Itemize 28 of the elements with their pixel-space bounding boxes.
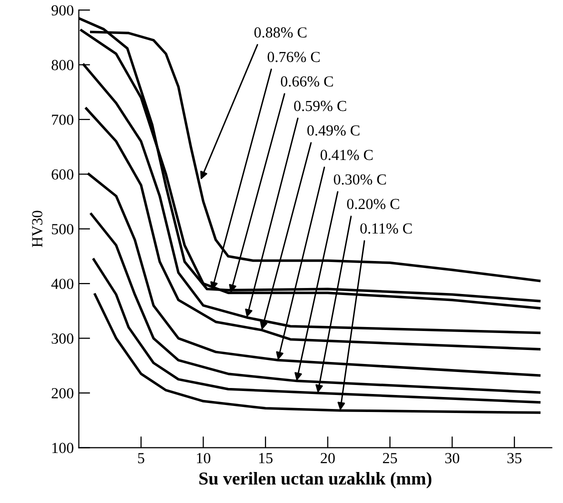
annotation: 0.30% C: [334, 174, 386, 185]
x-tick-label: 10: [196, 452, 210, 464]
y-tick-label: 100: [52, 442, 74, 454]
y-tick-label: 500: [52, 224, 74, 234]
x-tick-label: 35: [507, 453, 522, 464]
x-tick-label: 15: [259, 453, 273, 464]
y-tick-label: 800: [52, 60, 74, 70]
x-tick-label: 20: [320, 452, 335, 464]
annotation: 0.88% C: [254, 27, 306, 38]
y-tick-label: 600: [52, 169, 74, 180]
line-series: [94, 293, 541, 414]
annotation: 0.59% C: [294, 100, 346, 112]
x-axis-title: Su verilen uctan uzaklık (mm): [199, 472, 432, 488]
y-tick-label: 400: [51, 278, 74, 290]
y-tick-label: 700: [52, 114, 74, 125]
x-tick-label: 25: [382, 453, 397, 464]
annotation: 0.11% C: [360, 223, 412, 234]
y-tick-label: 200: [52, 388, 74, 398]
y-axis-title: HV30: [32, 210, 42, 248]
annotation: 0.20% C: [347, 198, 400, 210]
annotation: 0.76% C: [268, 52, 320, 62]
x-tick-label: 30: [445, 452, 460, 464]
x-tick-label: 5: [138, 453, 144, 464]
annotation: 0.66% C: [280, 76, 333, 87]
annotation: 0.41% C: [320, 150, 373, 160]
y-tick-label: 300: [52, 333, 74, 344]
y-tick-label: 900: [52, 5, 74, 16]
annotation: 0.49% C: [307, 125, 360, 136]
